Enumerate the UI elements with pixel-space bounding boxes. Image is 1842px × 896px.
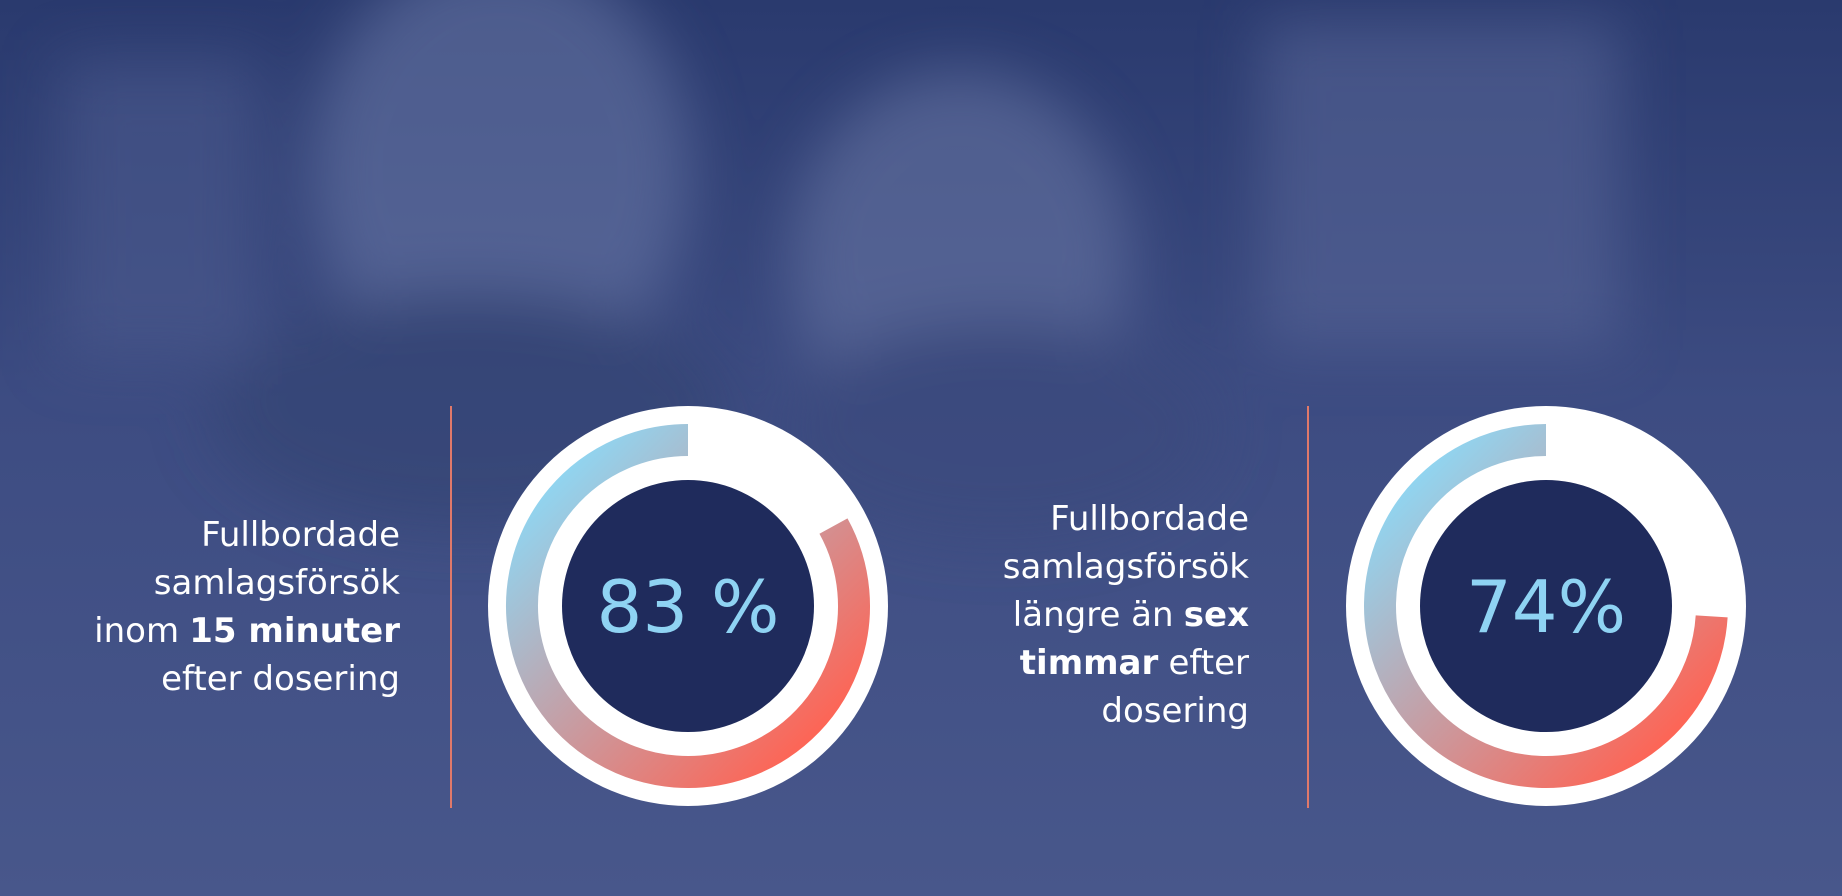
description-line: efter dosering <box>161 659 400 699</box>
description-line: längre än sex <box>1013 595 1249 635</box>
description-line: samlagsförsök <box>1003 547 1250 587</box>
description-line: Fullbordade <box>1050 499 1249 539</box>
value-label: 83 % <box>597 565 780 649</box>
description-segment: sex <box>1184 595 1249 635</box>
description-segment: 15 minuter <box>189 611 400 651</box>
description-segment: samlagsförsök <box>154 563 401 603</box>
description-segment: Fullbordade <box>1050 499 1249 539</box>
description-segment: efter <box>1168 643 1249 683</box>
donut-arc <box>506 424 870 788</box>
description-segment: samlagsförsök <box>1003 547 1250 587</box>
description-line: inom 15 minuter <box>94 611 400 651</box>
donut-center <box>1420 480 1672 732</box>
description-segment: efter dosering <box>161 659 400 699</box>
description-line: samlagsförsök <box>154 563 401 603</box>
description-line: dosering <box>1101 691 1249 731</box>
description-line: Fullbordade <box>201 515 400 555</box>
description-segment: längre än <box>1013 595 1174 635</box>
description-segment: Fullbordade <box>201 515 400 555</box>
description-segment: dosering <box>1101 691 1249 731</box>
donut-arc <box>1364 424 1728 788</box>
donut-center <box>562 480 814 732</box>
value-label: 74% <box>1466 565 1626 649</box>
photo-backdrop <box>60 0 1620 540</box>
description-line: timmar efter <box>1020 643 1249 683</box>
description-segment: inom <box>94 611 179 651</box>
description-segment: timmar <box>1020 643 1159 683</box>
